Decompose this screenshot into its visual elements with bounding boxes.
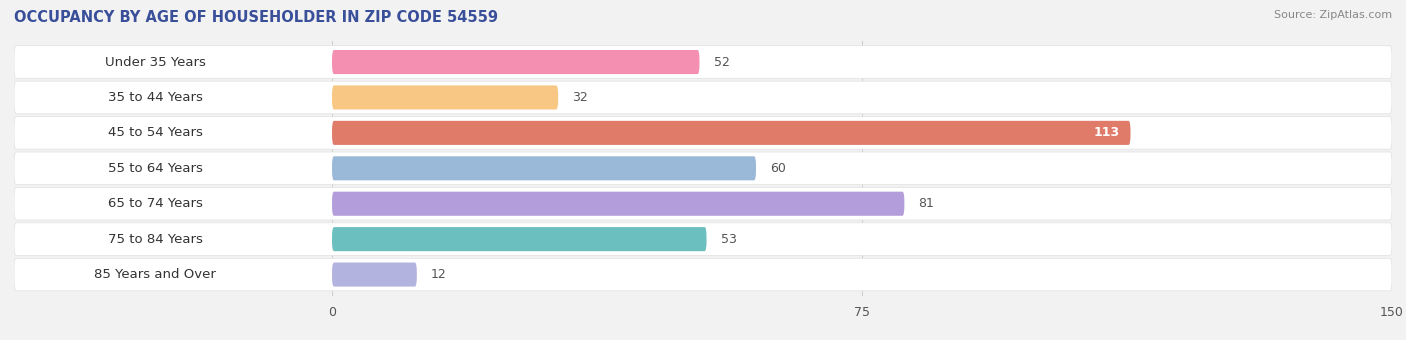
Text: 75 to 84 Years: 75 to 84 Years — [108, 233, 202, 245]
FancyBboxPatch shape — [332, 262, 416, 287]
FancyBboxPatch shape — [14, 81, 1392, 114]
FancyBboxPatch shape — [21, 158, 290, 178]
FancyBboxPatch shape — [332, 85, 558, 109]
Text: 65 to 74 Years: 65 to 74 Years — [108, 197, 202, 210]
Text: Source: ZipAtlas.com: Source: ZipAtlas.com — [1274, 10, 1392, 20]
FancyBboxPatch shape — [21, 52, 290, 72]
Text: 53: 53 — [721, 233, 737, 245]
Text: 52: 52 — [714, 55, 730, 69]
Text: 113: 113 — [1094, 126, 1121, 139]
Text: 85 Years and Over: 85 Years and Over — [94, 268, 217, 281]
FancyBboxPatch shape — [332, 156, 756, 180]
FancyBboxPatch shape — [14, 152, 1392, 185]
Text: 35 to 44 Years: 35 to 44 Years — [108, 91, 202, 104]
FancyBboxPatch shape — [14, 223, 1392, 255]
FancyBboxPatch shape — [332, 50, 699, 74]
Text: 55 to 64 Years: 55 to 64 Years — [108, 162, 202, 175]
FancyBboxPatch shape — [21, 193, 290, 214]
Text: 45 to 54 Years: 45 to 54 Years — [108, 126, 202, 139]
FancyBboxPatch shape — [14, 117, 1392, 149]
FancyBboxPatch shape — [14, 258, 1392, 291]
FancyBboxPatch shape — [21, 123, 290, 143]
FancyBboxPatch shape — [21, 87, 290, 108]
FancyBboxPatch shape — [21, 264, 290, 285]
FancyBboxPatch shape — [21, 229, 290, 249]
FancyBboxPatch shape — [14, 187, 1392, 220]
FancyBboxPatch shape — [332, 121, 1130, 145]
FancyBboxPatch shape — [332, 227, 707, 251]
FancyBboxPatch shape — [14, 46, 1392, 78]
Text: 32: 32 — [572, 91, 588, 104]
Text: 12: 12 — [432, 268, 447, 281]
Text: Under 35 Years: Under 35 Years — [105, 55, 205, 69]
Text: OCCUPANCY BY AGE OF HOUSEHOLDER IN ZIP CODE 54559: OCCUPANCY BY AGE OF HOUSEHOLDER IN ZIP C… — [14, 10, 498, 25]
Text: 60: 60 — [770, 162, 786, 175]
FancyBboxPatch shape — [332, 192, 904, 216]
Text: 81: 81 — [918, 197, 935, 210]
